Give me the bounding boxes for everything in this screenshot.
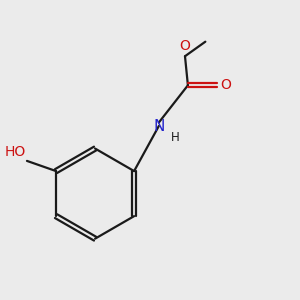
Text: O: O	[180, 39, 190, 53]
Text: O: O	[220, 78, 231, 92]
Text: N: N	[153, 118, 164, 134]
Text: H: H	[171, 131, 180, 144]
Text: HO: HO	[4, 146, 26, 159]
